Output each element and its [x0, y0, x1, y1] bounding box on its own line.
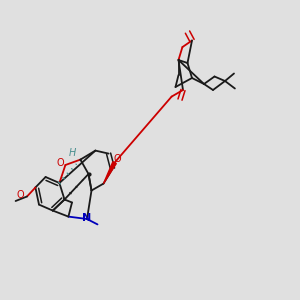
Text: H: H	[69, 148, 76, 158]
Text: O: O	[56, 158, 64, 168]
Text: O: O	[16, 190, 24, 200]
Text: O: O	[114, 154, 122, 164]
Text: N: N	[82, 213, 91, 223]
Polygon shape	[103, 162, 116, 184]
